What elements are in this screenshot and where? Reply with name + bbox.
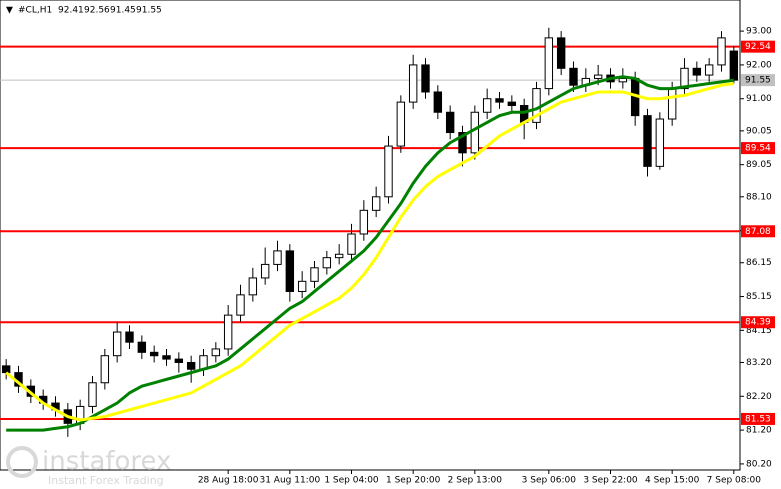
candle-body bbox=[162, 355, 171, 360]
y-tick-label: 90.05 bbox=[746, 126, 772, 136]
header-high: 92.56 bbox=[84, 6, 110, 16]
candle-body bbox=[544, 37, 554, 90]
watermark-tagline: Instant Forex Trading bbox=[48, 474, 164, 487]
level-label-box bbox=[741, 412, 775, 425]
y-tick-label: 86.15 bbox=[746, 258, 772, 268]
y-tick-label: 91.00 bbox=[746, 94, 772, 104]
level-label: 84.39 bbox=[745, 318, 771, 328]
candle-body bbox=[125, 331, 134, 343]
level-label-box bbox=[741, 316, 775, 329]
candle-body bbox=[137, 341, 147, 353]
candle-body bbox=[556, 37, 566, 69]
candle-body bbox=[729, 50, 739, 81]
candle-body bbox=[223, 314, 233, 350]
candle-body bbox=[347, 233, 356, 255]
y-tick-label: 88.10 bbox=[746, 192, 772, 202]
candle-body bbox=[297, 280, 307, 292]
header-open: 92.41 bbox=[58, 6, 84, 16]
candle-body bbox=[359, 209, 369, 235]
header-arrow: ▼ bbox=[6, 6, 13, 16]
candle-body bbox=[334, 253, 344, 259]
candle-body bbox=[445, 111, 455, 134]
candle-body bbox=[655, 118, 665, 167]
symbol: #CL,H1 bbox=[18, 6, 52, 16]
level-label-box bbox=[741, 142, 775, 155]
candle-body bbox=[273, 250, 282, 265]
candle-body bbox=[643, 115, 652, 167]
candle-body bbox=[458, 132, 467, 154]
candle-body bbox=[310, 267, 319, 282]
x-tick-label: 1 Sep 20:00 bbox=[386, 476, 441, 486]
level-label: 89.54 bbox=[745, 144, 771, 154]
level-label-box bbox=[741, 225, 775, 238]
header-close: 91.55 bbox=[136, 6, 162, 16]
candle-body bbox=[236, 294, 245, 316]
candle-body bbox=[692, 67, 702, 76]
candle-body bbox=[1, 365, 11, 374]
candle-body bbox=[667, 88, 677, 120]
candle-body bbox=[717, 37, 726, 66]
watermark-logo bbox=[6, 446, 38, 478]
header: ▼ #CL,H1 92.41 92.56 91.45 91.55 bbox=[6, 6, 162, 16]
candle-body bbox=[371, 196, 381, 211]
level-label: 92.54 bbox=[745, 42, 771, 52]
watermark: instaforex Instant Forex Trading bbox=[6, 446, 171, 487]
price-label: 91.55 bbox=[745, 76, 771, 86]
candle-body bbox=[618, 77, 628, 83]
y-tick-label: 82.20 bbox=[746, 392, 772, 402]
x-tick-label: 1 Sep 04:00 bbox=[324, 476, 379, 486]
y-tick-label: 83.20 bbox=[746, 358, 772, 368]
candle-body bbox=[186, 361, 196, 370]
candle-body bbox=[593, 74, 603, 79]
candle-body bbox=[704, 64, 714, 76]
candle-body bbox=[507, 101, 517, 106]
candle-body bbox=[211, 348, 221, 357]
y-tick-label: 93.00 bbox=[746, 27, 772, 37]
y-tick-label: 89.05 bbox=[746, 160, 772, 170]
y-tick-label: 80.20 bbox=[746, 459, 772, 469]
x-tick-label: 7 Sep 08:00 bbox=[707, 476, 762, 486]
candle-body bbox=[421, 64, 430, 93]
candle-body bbox=[569, 67, 578, 86]
y-tick-label: 84.15 bbox=[746, 326, 772, 336]
plot-frame bbox=[0, 0, 741, 471]
candle-body bbox=[384, 145, 393, 198]
candle-body bbox=[322, 257, 332, 269]
x-tick-label: 2 Sep 13:00 bbox=[448, 476, 503, 486]
moving-average bbox=[6, 75, 735, 432]
candle-body bbox=[285, 250, 295, 292]
candle-body bbox=[174, 358, 184, 363]
x-tick-label: 3 Sep 06:00 bbox=[522, 476, 577, 486]
level-label: 81.53 bbox=[745, 414, 771, 424]
candle-body bbox=[248, 277, 258, 296]
y-tick-label: 85.15 bbox=[746, 292, 772, 302]
candle-body bbox=[408, 64, 418, 103]
candle-body bbox=[470, 111, 480, 154]
candle-body bbox=[396, 101, 406, 147]
x-tick-label: 31 Aug 11:00 bbox=[259, 476, 320, 486]
candle-body bbox=[495, 98, 504, 103]
level-label-box bbox=[741, 40, 775, 53]
price-label-box bbox=[741, 74, 775, 87]
candle-body bbox=[482, 98, 492, 113]
candle-body bbox=[100, 355, 110, 384]
x-tick-label: 4 Sep 15:00 bbox=[645, 476, 700, 486]
x-tick-label: 3 Sep 22:00 bbox=[583, 476, 638, 486]
candle-body bbox=[433, 91, 443, 113]
x-tick-label: 28 Aug 18:00 bbox=[198, 476, 259, 486]
y-tick-label: 92.00 bbox=[746, 60, 772, 70]
moving-average bbox=[5, 82, 735, 422]
candle-body bbox=[88, 382, 97, 407]
candle-body bbox=[260, 263, 270, 279]
watermark-brand: instaforex bbox=[42, 447, 171, 477]
candle-body bbox=[112, 331, 122, 357]
header-low: 91.45 bbox=[110, 6, 136, 16]
level-label: 87.08 bbox=[745, 227, 771, 237]
candle-body bbox=[149, 351, 159, 357]
y-tick-label: 81.20 bbox=[746, 426, 772, 436]
candle-body bbox=[680, 67, 689, 90]
